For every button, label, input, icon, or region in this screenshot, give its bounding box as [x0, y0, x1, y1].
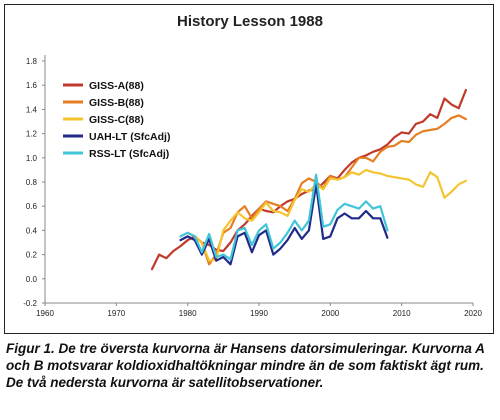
figure-caption: Figur 1. De tre översta kurvorna är Hans…: [6, 341, 485, 390]
line-chart: -0.2 0.0 0.2 0.4 0.6 0.8 1.0 1.2 1.4 1.6 1.8 1960 19…: [23, 55, 482, 318]
x-tick-label: 1960: [36, 309, 54, 318]
x-tick-label: 2020: [464, 309, 482, 318]
series-line-4: [179, 173, 389, 261]
legend-label-1: GISS-B(88): [89, 97, 144, 109]
y-tick-label: 1.4: [26, 105, 38, 114]
series-line-3: [179, 183, 389, 266]
y-tick-label: 1.0: [26, 154, 38, 163]
x-tick-label: 1990: [250, 309, 268, 318]
y-tick-label: 0.4: [26, 226, 38, 235]
legend-label-2: GISS-C(88): [89, 114, 144, 126]
y-tick-label: 0.6: [26, 202, 38, 211]
y-tick-label: 1.2: [26, 130, 38, 139]
y-tick-label: -0.2: [23, 299, 37, 308]
y-tick-label: 0.2: [26, 251, 38, 260]
y-tick-label: 1.6: [26, 81, 38, 90]
chart-title: History Lesson 1988: [177, 13, 323, 30]
x-tick-label: 2000: [321, 309, 339, 318]
y-tick-label: 1.8: [26, 57, 38, 66]
legend-label-3: UAH-LT (SfcAdj): [89, 131, 170, 143]
x-tick-label: 1980: [179, 309, 197, 318]
x-tick-label: 1970: [107, 309, 125, 318]
x-tick-label: 2010: [393, 309, 411, 318]
series-line-2: [186, 168, 467, 262]
y-tick-label: 0.8: [26, 178, 38, 187]
legend-label-4: RSS-LT (SfcAdj): [89, 148, 169, 160]
legend-label-0: GISS-A(88): [89, 80, 144, 92]
y-tick-label: 0.0: [26, 275, 38, 284]
chart-figure: History Lesson 1988 -0.2 0.0 0.2 0.4 0.6 0.8 1…: [4, 4, 494, 334]
series-line-1: [186, 114, 467, 266]
